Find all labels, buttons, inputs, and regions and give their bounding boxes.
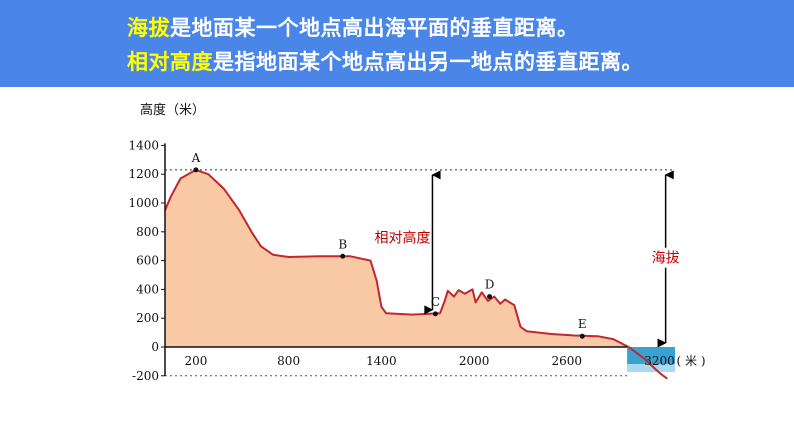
definition-altitude: 海拔是地面某一个地点高出海平面的垂直距离。 (127, 12, 579, 42)
point-e-label: E (578, 317, 587, 331)
relative-height-label: 相对高度 (374, 230, 430, 247)
x-tick-label: 3200 (644, 354, 675, 368)
axes (161, 143, 628, 377)
y-tick-label: 800 (136, 225, 159, 239)
y-tick-label: 1000 (128, 196, 159, 210)
x-tick-labels: 200 800 1400 2000 2600 3200( 米 ) (184, 354, 705, 368)
sea-area (627, 347, 675, 372)
point-a-dot (193, 167, 199, 173)
y-tick-label: -200 (132, 369, 159, 383)
sea-shallow (627, 364, 675, 372)
y-tick-label: 600 (136, 254, 159, 268)
land-fill (165, 169, 629, 347)
land-profile (164, 168, 668, 380)
y-tick-label: 1200 (128, 167, 159, 181)
gridlines (165, 169, 675, 377)
point-c-dot (432, 311, 438, 317)
x-tick-label: 1400 (366, 354, 397, 368)
x-tick-label: 2600 (552, 354, 583, 368)
term-altitude: 海拔 (127, 16, 170, 40)
point-b-dot (340, 253, 346, 259)
y-tick-label: 1400 (128, 138, 159, 152)
x-tick-label: 200 (184, 354, 207, 368)
header-banner: 海拔是地面某一个地点高出海平面的垂直距离。 相对高度是指地面某个地点高出另一地点… (0, 0, 794, 87)
altitude-label-bg (649, 247, 682, 268)
height-arrows (424, 170, 682, 348)
definition-relative-height-text: 是指地面某个地点高出另一地点的垂直距离。 (213, 50, 643, 74)
y-axis-label: 高度（米） (140, 102, 205, 118)
point-d-label: D (485, 278, 495, 292)
definition-relative-height: 相对高度是指地面某个地点高出另一地点的垂直距离。 (127, 46, 643, 76)
point-d-dot (487, 294, 493, 300)
definition-altitude-text: 是地面某一个地点高出海平面的垂直距离。 (170, 16, 579, 40)
term-relative-height: 相对高度 (127, 50, 213, 74)
sea-water (627, 347, 675, 364)
y-tick-label: 0 (151, 340, 159, 354)
point-b-label: B (338, 237, 347, 251)
y-tick-label: 200 (136, 311, 159, 325)
altitude-label: 海拔 (652, 251, 680, 267)
x-axis-unit: ( 米 ) (677, 354, 706, 368)
x-tick-label: 2000 (459, 354, 490, 368)
point-e-dot (579, 333, 585, 339)
y-tick-label: 400 (136, 282, 159, 296)
y-tick-labels: 1400 1200 1000 800 600 400 200 0 -200 (128, 138, 159, 382)
terrain-outline (164, 168, 668, 380)
x-tick-label: 800 (277, 354, 300, 368)
point-a-label: A (191, 151, 201, 165)
